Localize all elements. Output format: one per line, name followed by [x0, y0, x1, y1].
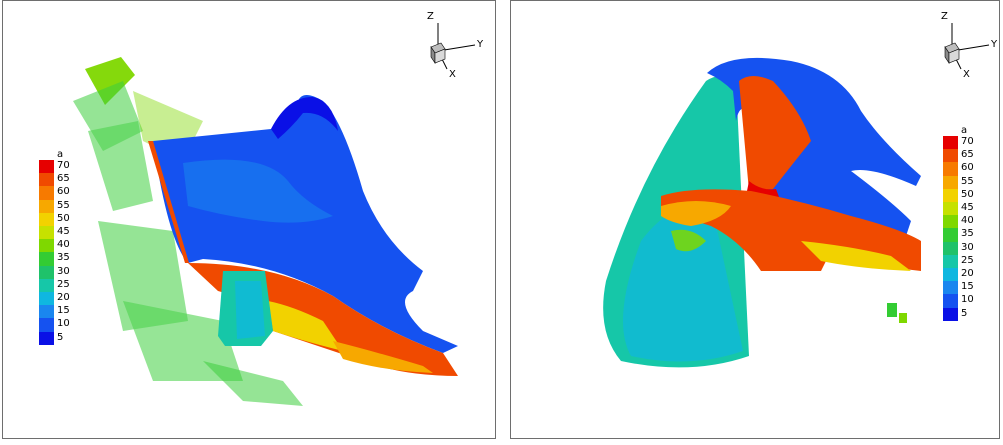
right-3d-scene	[603, 57, 921, 368]
surface-top-sheet	[153, 95, 458, 353]
legend-tick-label: 20	[961, 268, 974, 279]
legend-tick-label: 60	[57, 186, 70, 198]
legend-tick-label: 55	[57, 199, 70, 211]
legend-tick-label: 65	[57, 173, 70, 185]
legend-swatch	[39, 252, 54, 267]
legend-title: a	[961, 125, 968, 136]
legend-swatch	[39, 173, 54, 187]
legend-tick-label: 15	[961, 281, 974, 293]
axis-x-label: X	[449, 69, 456, 80]
right-plot-panel: a 70 65 60 55 50 45 40 35 30 25 20 15 10 5 Z Y X	[510, 0, 1000, 439]
legend-tick-label: 10	[57, 318, 70, 330]
legend-swatch	[943, 228, 958, 243]
cone-shade	[623, 201, 743, 362]
left-3d-scene	[73, 57, 458, 406]
legend-tick-label: 70	[57, 160, 70, 171]
cyan-column-shade	[235, 281, 265, 339]
axis-z-label: Z	[941, 11, 948, 22]
legend-swatch	[943, 307, 958, 322]
legend-tick-label: 5	[961, 307, 968, 319]
axis-triad-icon	[430, 23, 476, 70]
legend-swatch	[39, 305, 54, 319]
legend-tick-label: 45	[961, 202, 974, 213]
legend-swatch	[943, 215, 958, 229]
legend-swatch	[39, 186, 54, 201]
legend-swatch	[943, 175, 958, 190]
legend-tick-label: 30	[57, 265, 70, 277]
surface-lower-yellow	[268, 301, 343, 351]
legend-tick-label: 50	[57, 212, 70, 224]
legend-tick-label: 5	[57, 331, 64, 343]
legend-tick-label: 30	[961, 241, 974, 253]
surface-highlight	[183, 159, 333, 223]
small-green-blob-2	[899, 313, 907, 323]
legend-tick-label: 35	[57, 252, 70, 264]
yellow-band-right	[801, 241, 911, 271]
legend-swatch	[943, 162, 958, 177]
legend-swatch	[39, 226, 54, 240]
surface-curl	[271, 96, 338, 139]
axis-y-label: Y	[477, 39, 484, 50]
legend-swatch	[943, 149, 958, 163]
legend-tick-label: 10	[961, 294, 974, 306]
legend-tick-label: 60	[961, 162, 974, 174]
legend-swatch	[39, 160, 54, 174]
legend-tick-label: 20	[57, 292, 70, 303]
legend-swatch	[39, 292, 54, 306]
legend-title: a	[57, 149, 64, 160]
axis-z-label: Z	[427, 11, 434, 22]
axis-x-label: X	[963, 69, 970, 80]
legend-tick-label: 50	[961, 188, 974, 200]
legend-tick-label: 35	[961, 228, 974, 240]
legend-tick-label: 70	[961, 136, 974, 147]
left-axis-triad: Z Y X	[415, 11, 485, 83]
legend-swatch	[39, 265, 54, 280]
legend-swatch	[943, 241, 958, 256]
legend-tick-label: 25	[57, 278, 70, 290]
legend-swatch	[39, 278, 54, 293]
legend-tick-label: 40	[57, 239, 70, 251]
legend-tick-label: 65	[961, 149, 974, 161]
legend-tick-label: 15	[57, 305, 70, 317]
right-axis-triad: Z Y X	[929, 11, 999, 83]
legend-swatch	[943, 281, 958, 295]
legend-swatch	[943, 136, 958, 150]
left-plot-panel: a 70 65 60 55 50 45 40 35 30 25 20 15 10 5 Z Y X	[2, 0, 496, 439]
legend-swatch	[943, 254, 958, 269]
scattered-green-points	[73, 57, 303, 406]
surface-lower-amber	[333, 341, 433, 373]
surface-edge-orange	[148, 141, 189, 263]
legend-swatch	[943, 294, 958, 309]
legend-swatch	[39, 318, 54, 333]
legend-tick-label: 40	[961, 215, 974, 227]
legend-swatch	[39, 331, 54, 346]
legend-tick-label: 25	[961, 254, 974, 266]
orange-inner-sheet	[739, 76, 811, 191]
legend-swatch	[39, 199, 54, 214]
small-green-blob	[887, 303, 897, 317]
yellow-band	[661, 201, 731, 226]
legend-swatch	[943, 188, 958, 203]
legend-swatch	[39, 239, 54, 253]
legend-tick-label: 55	[961, 175, 974, 187]
legend-swatch	[39, 212, 54, 227]
legend-swatch	[943, 202, 958, 216]
legend-tick-label: 45	[57, 226, 70, 237]
legend-swatch	[943, 268, 958, 282]
axis-triad-icon	[944, 23, 990, 70]
green-patch	[671, 229, 706, 252]
axis-y-label: Y	[991, 39, 998, 50]
